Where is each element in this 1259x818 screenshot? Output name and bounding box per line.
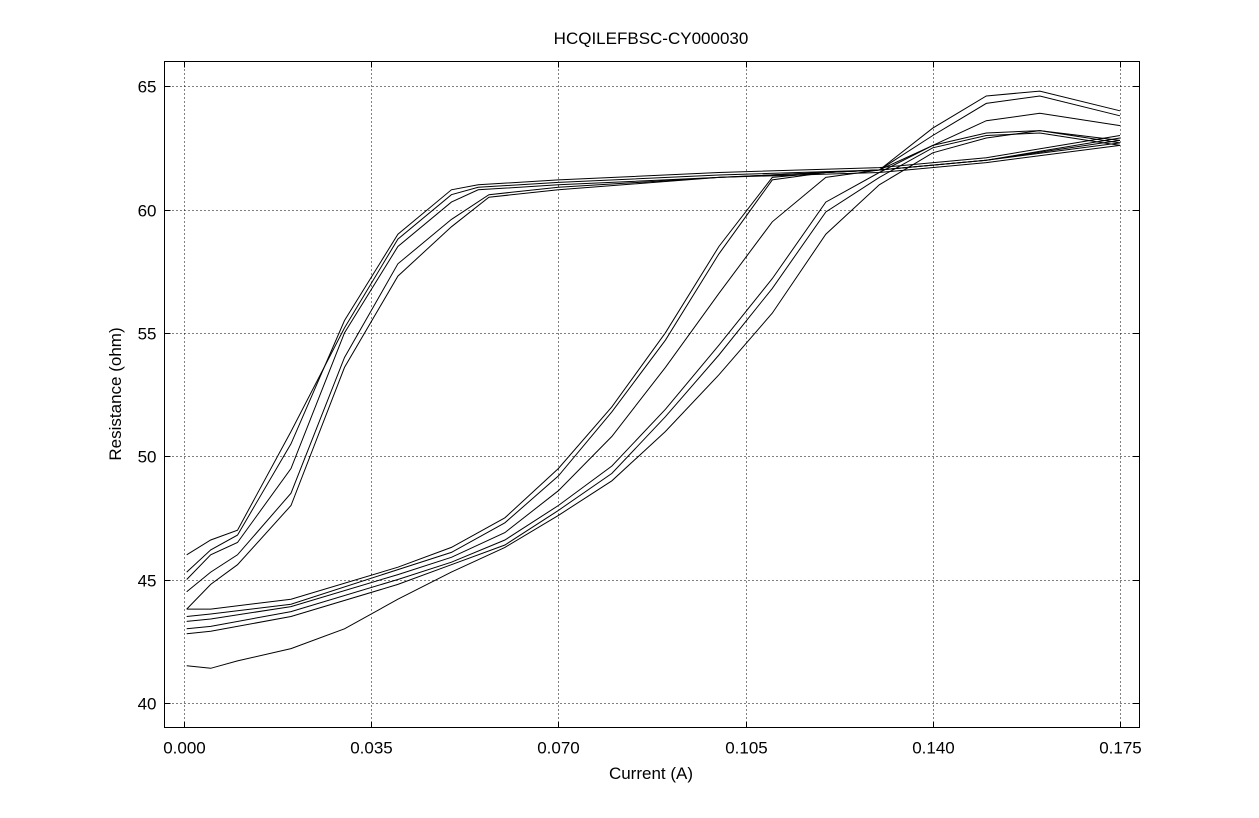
grid <box>164 61 1140 728</box>
series-line-5 <box>186 135 1121 573</box>
y-axis-label: Resistance (ohm) <box>106 327 125 460</box>
plot-frame <box>164 61 1140 728</box>
y-tick-label: 45 <box>138 572 157 591</box>
x-axis-label: Current (A) <box>609 764 693 783</box>
x-tick-label: 0.105 <box>725 739 768 758</box>
series-line-7 <box>186 95 1121 617</box>
x-tick-label: 0.070 <box>537 739 580 758</box>
series-line-9 <box>186 130 1121 630</box>
series-line-11 <box>186 130 1121 669</box>
series-line-6 <box>186 90 1121 610</box>
x-tick-label: 0.140 <box>912 739 955 758</box>
series-line-1 <box>186 139 1121 580</box>
y-tick-label: 50 <box>138 448 157 467</box>
x-tick-label: 0.175 <box>1099 739 1142 758</box>
y-tick-label: 60 <box>138 202 157 221</box>
series-line-2 <box>186 137 1121 556</box>
x-tick-label: 0.000 <box>163 739 206 758</box>
ticks: 0.000 0.035 0.070 0.105 0.140 0.175 40 45 50 55 60… <box>138 61 1142 758</box>
x-tick-label: 0.035 <box>350 739 393 758</box>
series-line-8 <box>186 112 1121 622</box>
y-tick-label: 55 <box>138 325 157 344</box>
y-tick-label: 65 <box>138 78 157 97</box>
series-lines <box>186 90 1121 669</box>
series-line-10 <box>186 132 1121 635</box>
y-tick-label: 40 <box>138 695 157 714</box>
chart-title: HCQILEFBSC-CY000030 <box>554 29 749 48</box>
